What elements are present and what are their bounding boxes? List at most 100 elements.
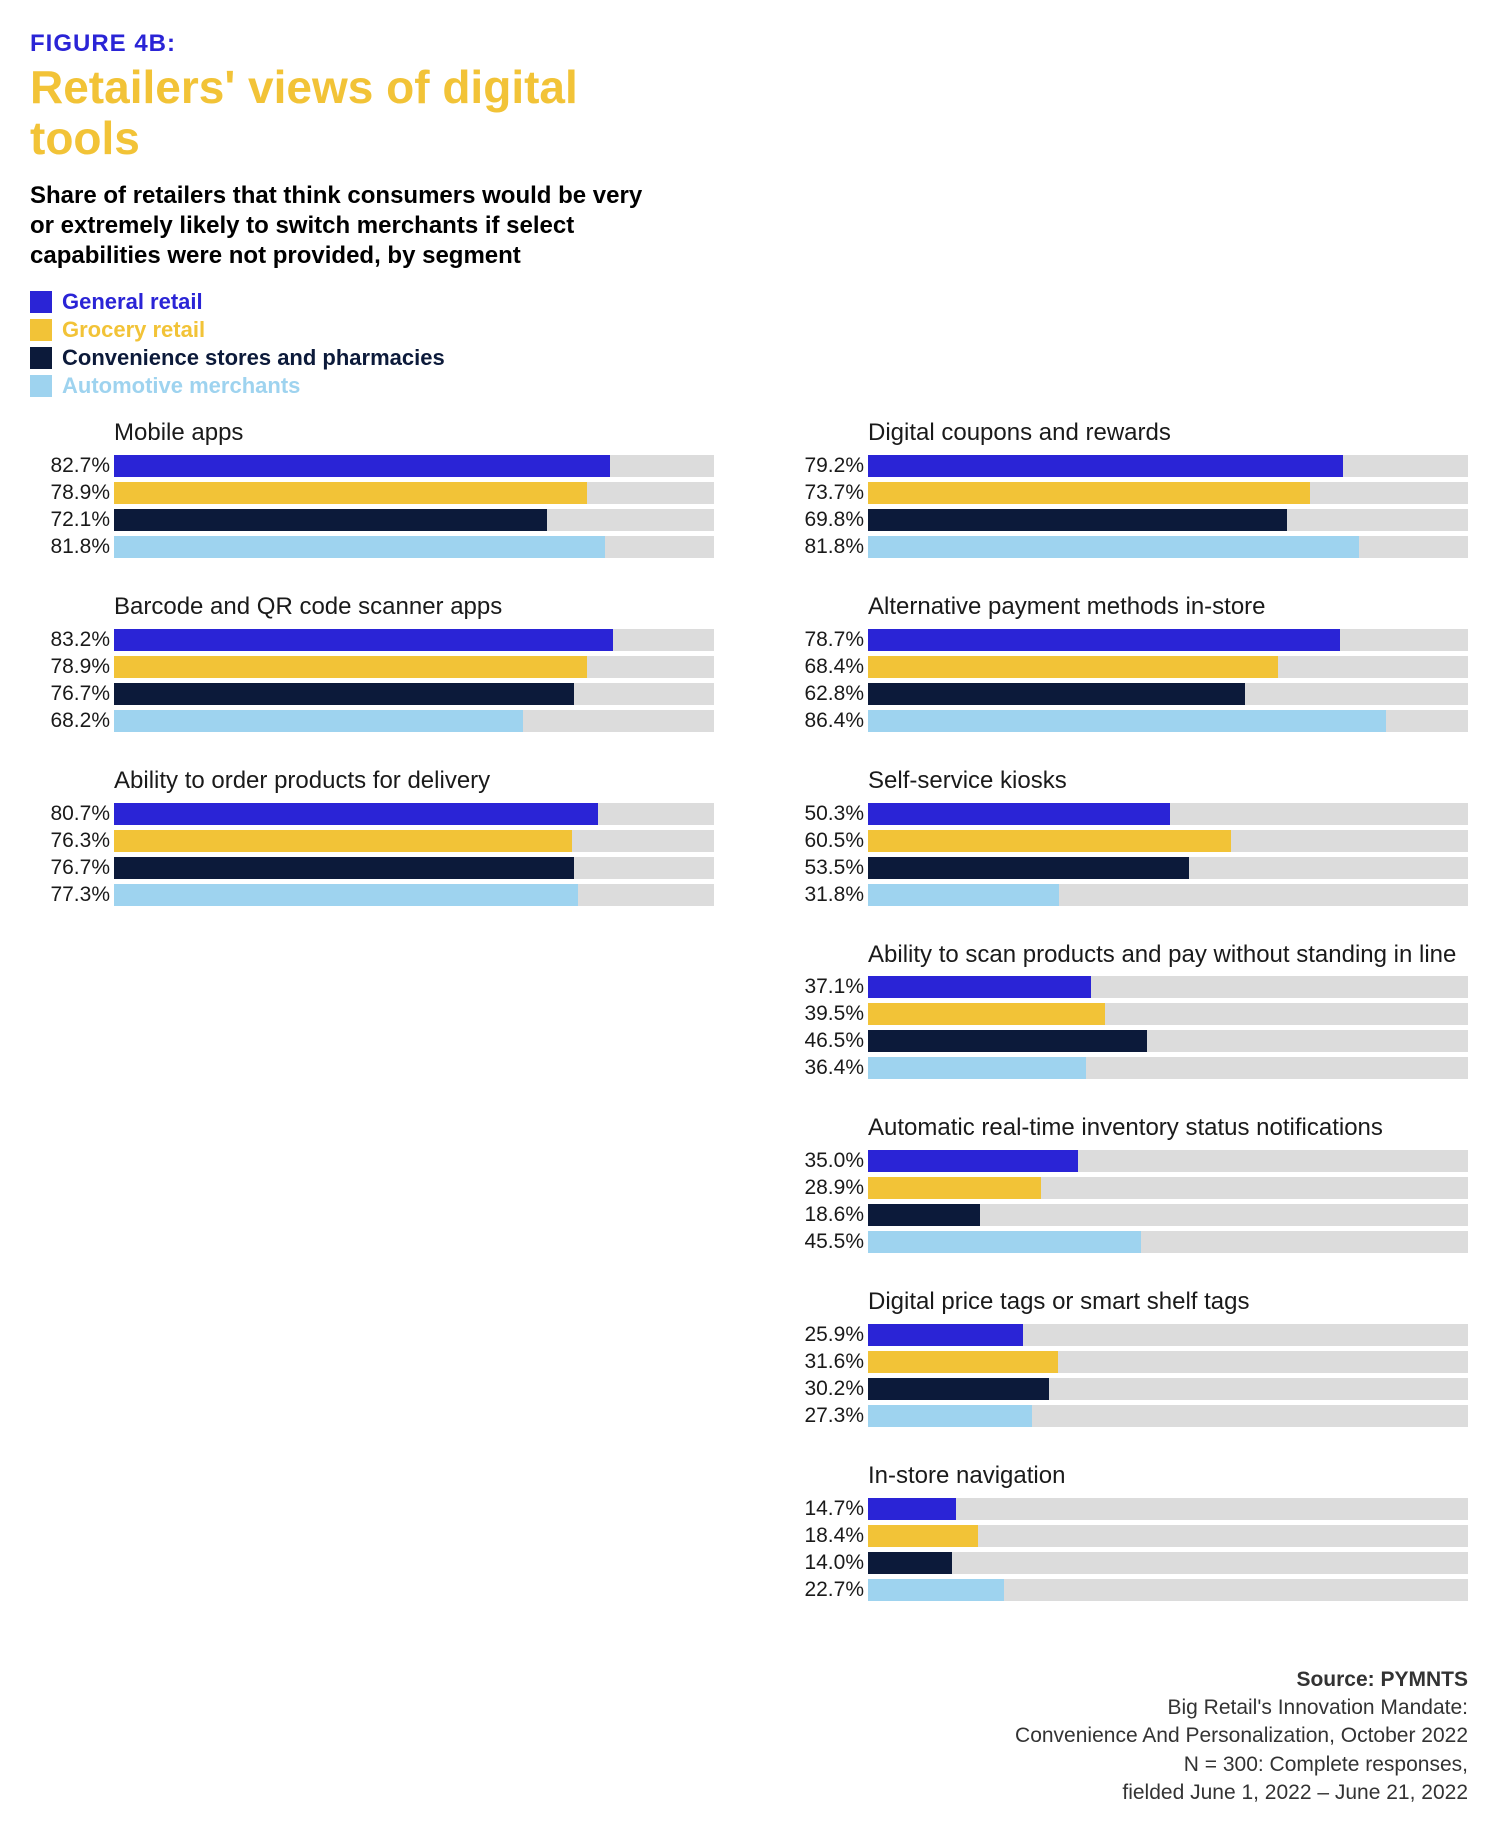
bar-value-label: 76.7% (30, 682, 110, 706)
bar-fill (114, 509, 547, 531)
bar-fill (114, 884, 578, 906)
bar-row: 27.3% (784, 1404, 1468, 1428)
footer-line: N = 300: Complete responses, (30, 1751, 1468, 1779)
footer-lines: Big Retail's Innovation Mandate:Convenie… (30, 1694, 1468, 1807)
bar-track (868, 683, 1468, 705)
bar-fill (868, 1525, 978, 1547)
group-title: Ability to scan products and pay without… (868, 941, 1468, 970)
bar-value-label: 73.7% (784, 481, 864, 505)
bar-fill (868, 683, 1245, 705)
group-title: Self-service kiosks (868, 767, 1468, 796)
bar-value-label: 18.4% (784, 1524, 864, 1548)
bar-value-label: 60.5% (784, 829, 864, 853)
bar-track (868, 1405, 1468, 1427)
bar-row: 83.2% (30, 628, 714, 652)
footer-line: fielded June 1, 2022 – June 21, 2022 (30, 1779, 1468, 1807)
bar-track (868, 1351, 1468, 1373)
bar-track (114, 710, 714, 732)
bar-value-label: 27.3% (784, 1404, 864, 1428)
legend-item: Automotive merchants (30, 373, 650, 399)
bar-track (868, 656, 1468, 678)
bar-fill (868, 509, 1287, 531)
bar-track (114, 656, 714, 678)
bar-row: 78.9% (30, 655, 714, 679)
bar-track (868, 857, 1468, 879)
bar-row: 76.7% (30, 682, 714, 706)
bar-value-label: 69.8% (784, 508, 864, 532)
bar-row: 86.4% (784, 709, 1468, 733)
bar-track (868, 629, 1468, 651)
bar-track (868, 1552, 1468, 1574)
legend-swatch (30, 319, 52, 341)
bar-fill (868, 1030, 1147, 1052)
bar-fill (868, 710, 1386, 732)
chart-group: Digital coupons and rewards79.2%73.7%69.… (784, 419, 1468, 559)
chart-group: Ability to scan products and pay without… (784, 941, 1468, 1081)
bar-track (114, 803, 714, 825)
bar-value-label: 78.9% (30, 655, 110, 679)
footer-line: Convenience And Personalization, October… (30, 1722, 1468, 1750)
bar-fill (868, 629, 1340, 651)
bar-track (868, 1525, 1468, 1547)
bar-value-label: 81.8% (784, 535, 864, 559)
bar-fill (114, 629, 613, 651)
chart-group: Alternative payment methods in-store78.7… (784, 593, 1468, 733)
bar-track (868, 536, 1468, 558)
bar-track (868, 1030, 1468, 1052)
bar-row: 50.3% (784, 802, 1468, 826)
bar-row: 78.9% (30, 481, 714, 505)
bar-value-label: 78.7% (784, 628, 864, 652)
bar-fill (868, 857, 1189, 879)
bar-value-label: 76.3% (30, 829, 110, 853)
bar-fill (868, 455, 1343, 477)
bar-value-label: 30.2% (784, 1377, 864, 1401)
bar-value-label: 68.4% (784, 655, 864, 679)
bar-track (868, 1231, 1468, 1253)
group-title: Automatic real-time inventory status not… (868, 1114, 1468, 1143)
bar-row: 72.1% (30, 508, 714, 532)
bar-fill (114, 455, 610, 477)
bar-row: 35.0% (784, 1149, 1468, 1173)
bar-value-label: 22.7% (784, 1578, 864, 1602)
bar-track (868, 1150, 1468, 1172)
group-title: In-store navigation (868, 1462, 1468, 1491)
legend-item: General retail (30, 289, 650, 315)
bar-track (868, 884, 1468, 906)
bar-fill (114, 857, 574, 879)
bar-value-label: 28.9% (784, 1176, 864, 1200)
bar-row: 46.5% (784, 1029, 1468, 1053)
chart-group: In-store navigation14.7%18.4%14.0%22.7% (784, 1462, 1468, 1602)
bar-value-label: 68.2% (30, 709, 110, 733)
bar-fill (868, 1324, 1023, 1346)
bar-value-label: 62.8% (784, 682, 864, 706)
bar-fill (868, 1579, 1004, 1601)
bar-value-label: 35.0% (784, 1149, 864, 1173)
bar-fill (114, 536, 605, 558)
bar-track (868, 1057, 1468, 1079)
bar-value-label: 39.5% (784, 1002, 864, 1026)
bar-fill (114, 710, 523, 732)
chart-title: Retailers' views of digital tools (30, 62, 650, 163)
legend-swatch (30, 347, 52, 369)
bar-track (114, 683, 714, 705)
bar-value-label: 79.2% (784, 454, 864, 478)
footer-line: Big Retail's Innovation Mandate: (30, 1694, 1468, 1722)
bar-track (868, 803, 1468, 825)
group-title: Ability to order products for delivery (114, 767, 714, 796)
bar-fill (868, 1231, 1141, 1253)
bar-row: 31.6% (784, 1350, 1468, 1374)
legend-label: Convenience stores and pharmacies (62, 345, 445, 371)
bar-track (868, 509, 1468, 531)
bar-fill (868, 482, 1310, 504)
right-column: Digital coupons and rewards79.2%73.7%69.… (784, 419, 1468, 1636)
chart-group: Digital price tags or smart shelf tags25… (784, 1288, 1468, 1428)
bar-value-label: 31.8% (784, 883, 864, 907)
bar-row: 22.7% (784, 1578, 1468, 1602)
bar-fill (868, 884, 1059, 906)
bar-fill (868, 1177, 1041, 1199)
bar-track (868, 455, 1468, 477)
bar-fill (868, 976, 1091, 998)
bar-row: 81.8% (30, 535, 714, 559)
bar-row: 76.7% (30, 856, 714, 880)
bar-fill (868, 1378, 1049, 1400)
